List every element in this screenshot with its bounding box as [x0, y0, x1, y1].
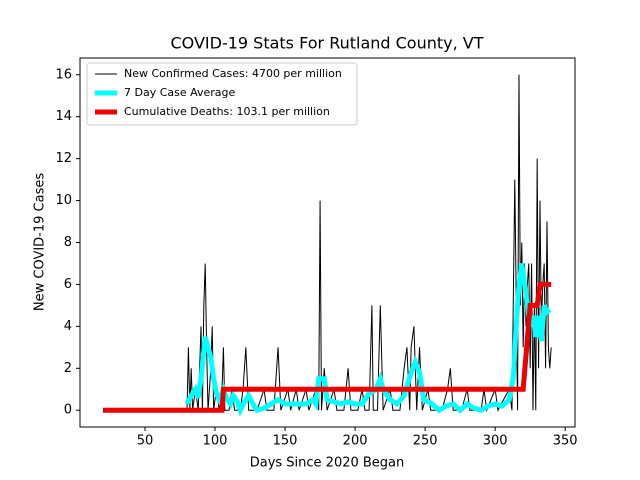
y-tick-label: 12 — [55, 151, 72, 166]
data-line — [184, 263, 552, 417]
chart-title: COVID-19 Stats For Rutland County, VT — [170, 34, 483, 53]
y-tick-label: 10 — [55, 193, 72, 208]
data-line — [102, 281, 552, 413]
x-tick-label: 100 — [203, 434, 228, 449]
y-tick-label: 8 — [64, 235, 72, 250]
y-tick-label: 2 — [64, 361, 72, 376]
y-tick-label: 16 — [55, 67, 72, 82]
y-tick-label: 14 — [55, 109, 72, 124]
y-tick-label: 4 — [64, 319, 72, 334]
y-tick-label: 6 — [64, 277, 72, 292]
legend-label: New Confirmed Cases: 4700 per million — [124, 67, 342, 80]
x-tick-label: 50 — [137, 434, 154, 449]
y-axis-label: New COVID-19 Cases — [33, 173, 48, 311]
y-tick-label: 0 — [64, 403, 72, 418]
x-tick-label: 300 — [483, 434, 508, 449]
x-tick-label: 350 — [553, 434, 578, 449]
legend-label: Cumulative Deaths: 103.1 per million — [124, 105, 330, 118]
x-tick-label: 150 — [273, 434, 298, 449]
x-axis-label: Days Since 2020 Began — [250, 456, 405, 471]
x-tick-label: 250 — [413, 434, 438, 449]
legend-label: 7 Day Case Average — [124, 86, 236, 99]
legend-box — [86, 62, 358, 126]
x-tick-label: 200 — [343, 434, 368, 449]
